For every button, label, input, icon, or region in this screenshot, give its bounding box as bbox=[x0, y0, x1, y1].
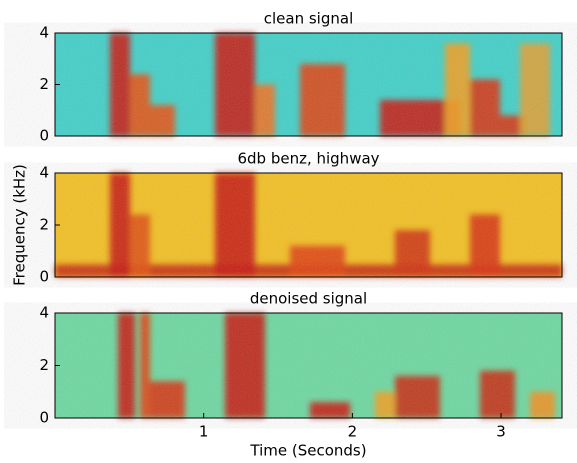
x-axis-label: Time (Seconds) bbox=[249, 442, 366, 460]
noise-texture bbox=[55, 173, 562, 277]
x-tick-label: 1 bbox=[199, 423, 209, 441]
y-tick-label: 4 bbox=[39, 304, 49, 322]
y-tick-label: 2 bbox=[39, 356, 49, 374]
x-tick-label: 2 bbox=[348, 423, 358, 441]
y-axis-label: Frequency (kHz) bbox=[11, 164, 29, 286]
y-tick-label: 0 bbox=[39, 409, 49, 427]
noise-texture bbox=[55, 313, 562, 418]
y-tick-label: 0 bbox=[39, 268, 49, 286]
noise-texture bbox=[55, 33, 562, 136]
y-tick-label: 0 bbox=[39, 127, 49, 145]
panel-title: clean signal bbox=[264, 10, 353, 28]
y-tick-label: 4 bbox=[39, 164, 49, 182]
y-tick-label: 2 bbox=[39, 216, 49, 234]
y-tick-label: 2 bbox=[39, 75, 49, 93]
x-tick-label: 3 bbox=[496, 423, 506, 441]
panel-title: denoised signal bbox=[250, 290, 367, 308]
panel-title: 6db benz, highway bbox=[237, 150, 379, 168]
y-tick-label: 4 bbox=[39, 24, 49, 42]
